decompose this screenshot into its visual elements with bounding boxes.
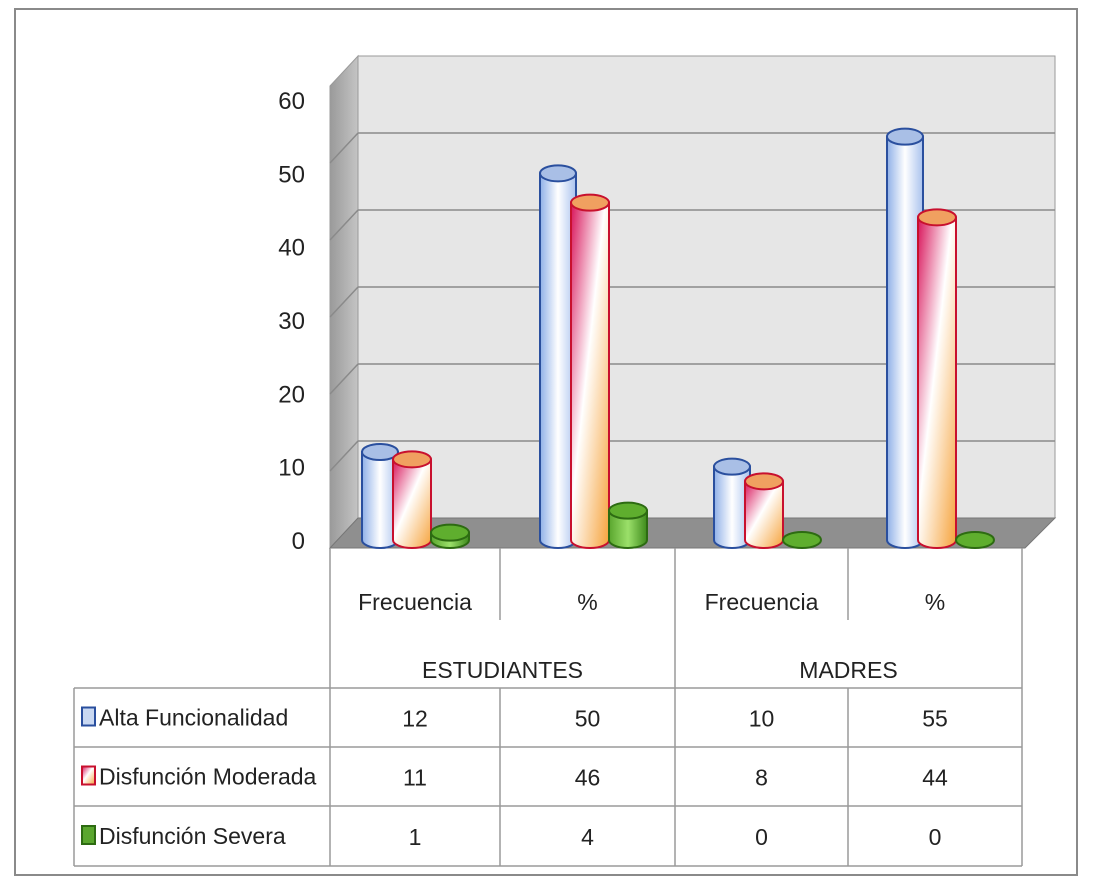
table-cell: 55: [922, 706, 948, 732]
bar-disfuncion-moderada-3: [744, 472, 784, 549]
y-axis: 0 10 20 30 40 50 60: [278, 88, 305, 555]
table-row: Disfunción Severa 1 4 0 0: [81, 823, 942, 850]
grid-line-side: [329, 440, 359, 472]
table-cell: 8: [755, 765, 768, 791]
bar-disfuncion-severa-2: [608, 501, 648, 549]
grid-line-side: [329, 363, 359, 395]
bar-top: [430, 523, 470, 542]
bar-disfuncion-moderada-1: [392, 450, 432, 549]
x-tick-label: %: [925, 589, 945, 615]
x-tick-label: Frecuencia: [358, 589, 472, 615]
bar-body: [392, 458, 432, 549]
legend-label: Disfunción Severa: [99, 823, 286, 849]
y-tick-label: 10: [278, 455, 305, 482]
legend-swatch: [81, 706, 96, 727]
table-cell: 50: [575, 706, 601, 732]
bar-disfuncion-moderada-4: [917, 208, 957, 549]
table-cell: 11: [403, 765, 427, 791]
bar-disfuncion-severa-4: [955, 531, 995, 549]
bar-disfuncion-severa-3: [782, 531, 822, 549]
bar-top: [539, 164, 577, 183]
bar-top: [392, 450, 432, 469]
bars: [361, 127, 995, 549]
x-tick-label: %: [577, 589, 597, 615]
table-cell: 44: [922, 765, 948, 791]
bar-top: [782, 531, 822, 549]
table-cell: 46: [575, 765, 601, 791]
y-tick-label: 20: [278, 381, 305, 408]
table-cell: 4: [581, 824, 594, 850]
bar-alta-funcionalidad-3: [713, 457, 751, 549]
grid-line-side: [329, 286, 359, 318]
bar-body: [744, 480, 784, 549]
group-label: MADRES: [799, 657, 897, 683]
table-cell: 0: [929, 824, 942, 850]
group-label: ESTUDIANTES: [422, 657, 583, 683]
table-row: Disfunción Moderada 11 46 8 44: [81, 764, 948, 791]
y-tick-label: 40: [278, 235, 305, 262]
bar-top: [608, 501, 648, 520]
bar-top: [570, 193, 610, 212]
data-table: Frecuencia% Frecuencia % ESTUDIANTES MADRES A…: [73, 548, 1023, 867]
x-tick-label: Frecuencia: [705, 589, 819, 615]
y-tick-label: 50: [278, 161, 305, 188]
y-tick-label: 0: [292, 528, 305, 555]
bar-top: [713, 457, 751, 476]
bar-body: [570, 201, 610, 549]
y-tick-label: 30: [278, 308, 305, 335]
bar-top: [917, 208, 957, 227]
table-row: Alta Funcionalidad 12 50 10 55: [81, 705, 948, 732]
bar-disfuncion-moderada-2: [570, 193, 610, 549]
table-cell: 1: [409, 824, 422, 850]
table-cell: 0: [755, 824, 768, 850]
bar-top: [744, 472, 784, 491]
table-cell: 12: [402, 706, 428, 732]
y-tick-label: 60: [278, 88, 305, 115]
bar-disfuncion-severa-1: [430, 523, 470, 549]
bar-alta-funcionalidad-2: [539, 164, 577, 549]
legend-swatch: [81, 825, 96, 845]
bar-body: [608, 509, 648, 549]
bar-top: [955, 531, 995, 549]
legend-label: Alta Funcionalidad: [99, 705, 288, 731]
legend-label: Disfunción Moderada: [99, 764, 317, 790]
bar-top: [361, 443, 399, 461]
table-cell: 10: [749, 706, 775, 732]
bar-body: [917, 216, 957, 549]
grid-line-side: [329, 132, 359, 164]
grid-line-side: [329, 209, 359, 241]
bar-top: [886, 127, 924, 146]
legend-swatch: [81, 765, 96, 786]
